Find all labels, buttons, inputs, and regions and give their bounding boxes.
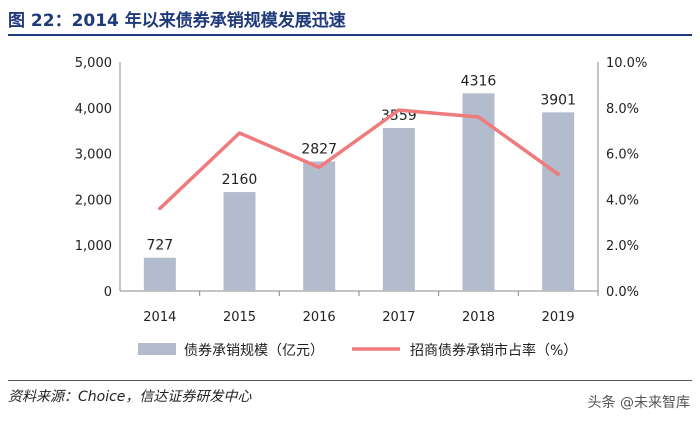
bar	[382, 127, 415, 291]
x-tick-label: 2018	[462, 310, 495, 325]
x-tick-label: 2017	[382, 310, 415, 325]
y-left-tick-label: 1,000	[75, 239, 112, 254]
legend-swatch-bar	[138, 343, 176, 355]
y-left-tick-label: 0	[104, 285, 112, 300]
legend-label-bar: 债券承销规模（亿元）	[184, 343, 324, 359]
y-right-tick-label: 2.0%	[606, 239, 639, 254]
bar	[223, 192, 256, 291]
chart-title: 图 22：2014 年以来债券承销规模发展迅速	[8, 11, 346, 31]
y-right-tick-label: 4.0%	[606, 193, 639, 208]
x-tick-label: 2015	[223, 310, 256, 325]
y-left-tick-label: 4,000	[75, 102, 112, 117]
bar-data-label: 2827	[301, 142, 337, 158]
bar	[542, 112, 575, 291]
y-right-tick-label: 8.0%	[606, 102, 639, 117]
chart: 0 1,000 2,000 3,000 4,000 5,000 0.0% 2.0% 4.0% 6.…	[75, 56, 648, 359]
source-divider	[8, 380, 692, 381]
watermark: 头条 @未来智库	[587, 395, 690, 411]
bar	[303, 161, 336, 291]
bar-data-label: 4316	[461, 73, 497, 89]
x-tick-label: 2016	[303, 310, 336, 325]
y-right-tick-label: 10.0%	[606, 56, 647, 71]
y-left-tick-label: 3,000	[75, 148, 112, 163]
bar	[143, 257, 176, 291]
title-divider	[8, 34, 692, 36]
bar-data-label: 727	[146, 238, 173, 254]
x-tick-label: 2014	[143, 310, 176, 325]
source-note: 资料来源：Choice，信达证券研发中心	[8, 389, 252, 405]
x-tick-label: 2019	[542, 310, 575, 325]
y-left-tick-label: 5,000	[75, 56, 112, 71]
legend-label-line: 招商债券承销市占率（%）	[410, 342, 577, 359]
bar-data-label: 3901	[540, 92, 576, 108]
bar-data-label: 2160	[222, 172, 258, 188]
y-left-tick-label: 2,000	[75, 193, 112, 208]
y-right-tick-label: 0.0%	[606, 285, 639, 300]
y-right-tick-label: 6.0%	[606, 148, 639, 163]
market-share-line	[158, 108, 560, 211]
